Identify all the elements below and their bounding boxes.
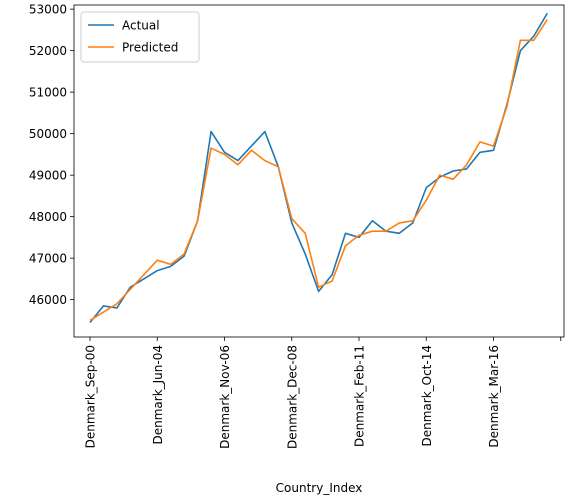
series-line-predicted	[89, 19, 548, 322]
x-axis-label: Country_Index	[276, 481, 363, 495]
y-tick-label: 49000	[29, 169, 67, 183]
legend: Actual Predicted	[80, 11, 200, 63]
y-tick-label: 53000	[29, 3, 67, 17]
x-tick-label: Denmark_Nov-06	[218, 345, 232, 449]
y-tick-label: 50000	[29, 127, 67, 141]
x-axis-ticks: Denmark_Sep-00 Denmark_Jun-04 Denmark_Nov-…	[84, 337, 562, 449]
legend-label: Actual	[122, 19, 160, 33]
y-tick-label: 47000	[29, 252, 67, 266]
x-tick-label: Denmark_Jun-04	[151, 345, 165, 445]
series-line-actual	[89, 12, 548, 324]
y-tick-label: 51000	[29, 86, 67, 100]
x-tick-label: Denmark_Sep-00	[84, 345, 98, 448]
y-tick-label: 52000	[29, 44, 67, 58]
y-tick-label: 48000	[29, 210, 67, 224]
y-axis-ticks: 46000 47000 48000 49000 50000 51000 52000 53000	[29, 3, 74, 307]
legend-label: Predicted	[122, 41, 178, 55]
y-tick-label: 46000	[29, 293, 67, 307]
x-tick-label: Denmark_Dec-08	[285, 345, 299, 449]
x-tick-label: Denmark_Mar-16	[487, 345, 501, 448]
plot-frame	[73, 4, 565, 338]
x-tick-label: Denmark_Oct-14	[420, 345, 434, 447]
x-tick-label: Denmark_Feb-11	[353, 345, 367, 447]
series-lines	[89, 12, 548, 324]
